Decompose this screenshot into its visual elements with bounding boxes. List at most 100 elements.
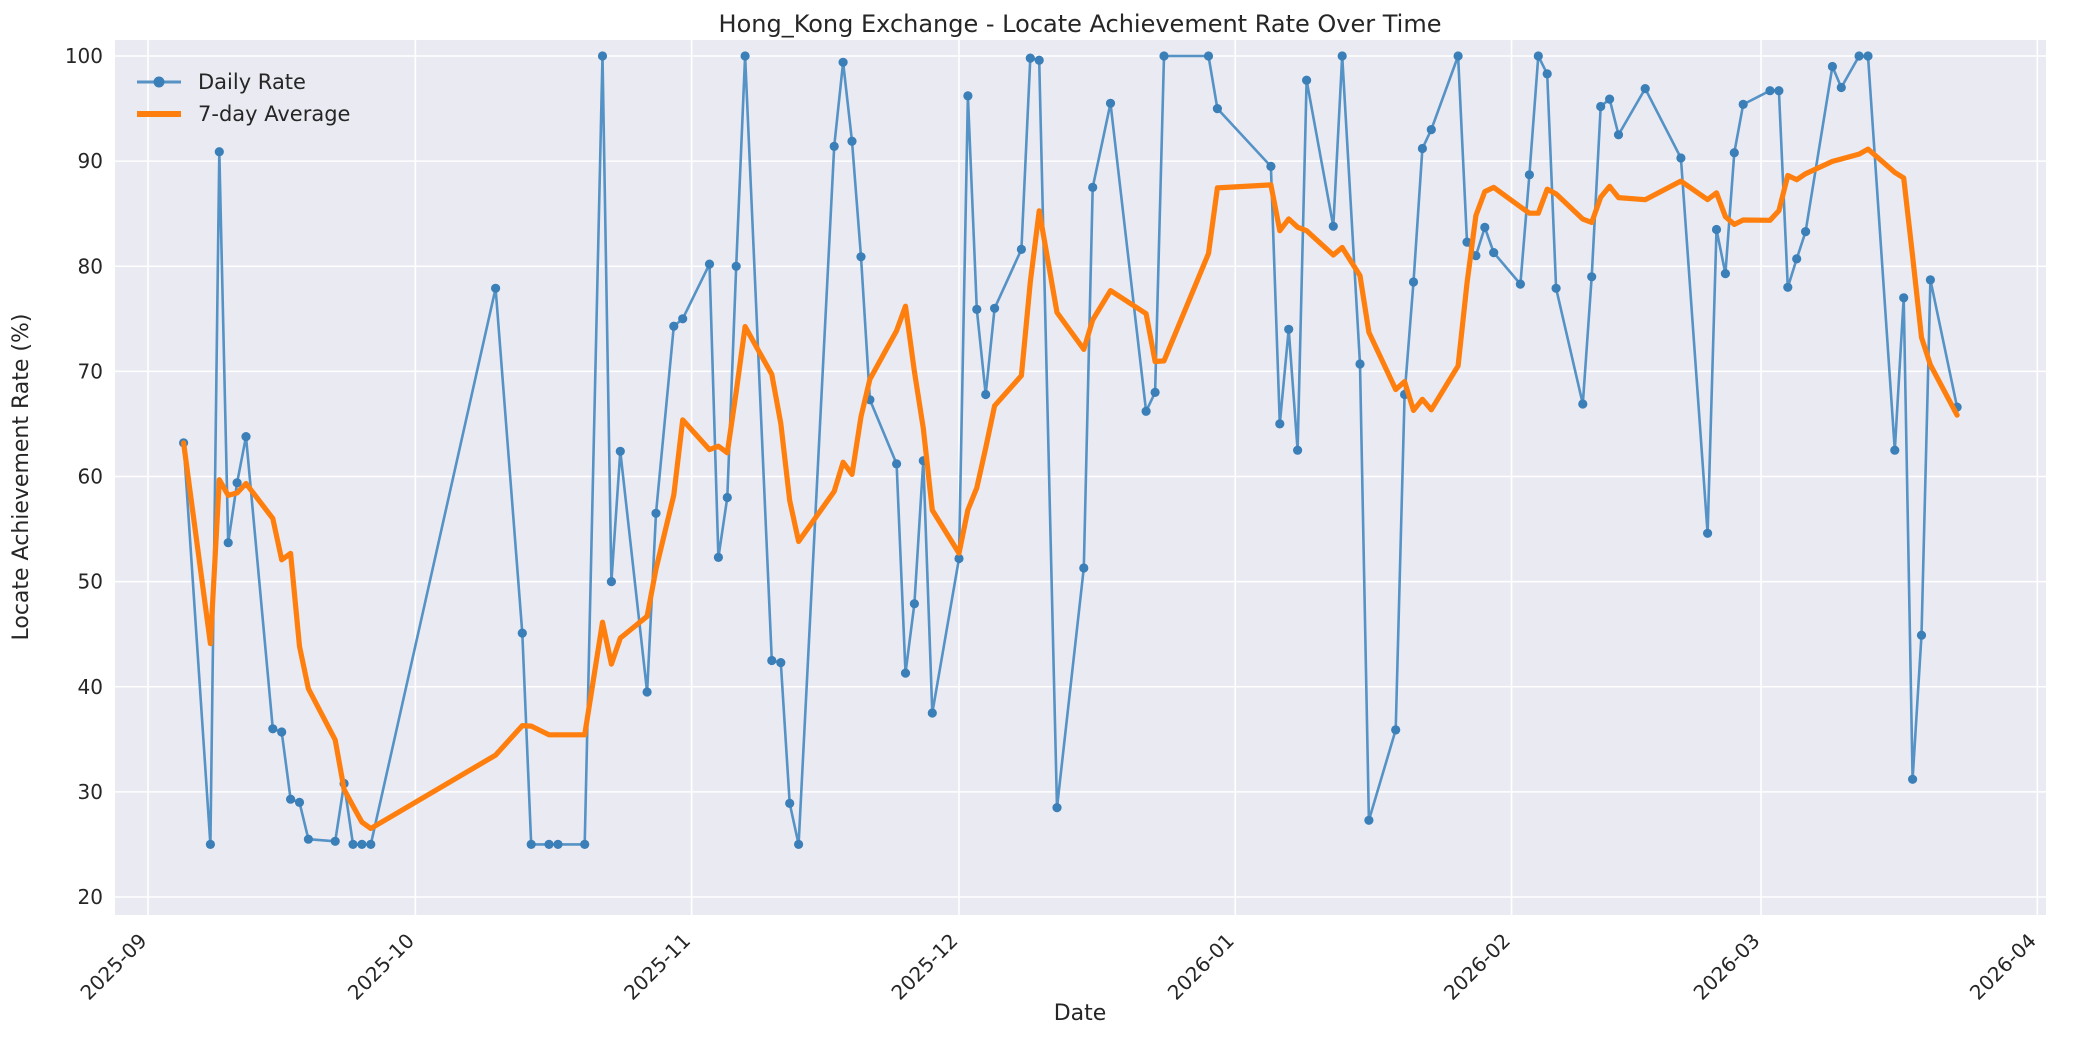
daily-rate-point [678,314,688,324]
daily-rate-point [704,259,715,269]
daily-rate-point [1016,244,1026,254]
daily-rate-point [1150,387,1160,397]
daily-rate-point [954,553,964,564]
daily-rate-point [268,724,278,734]
daily-rate-point [1729,148,1739,158]
y-tick-label: 90 [78,149,103,173]
y-tick-label: 60 [78,465,103,489]
daily-rate-point [838,57,848,67]
daily-rate-point [972,304,982,314]
daily-rate-point [1408,277,1419,287]
daily-rate-point [517,628,527,638]
daily-rate-point [1765,86,1775,96]
daily-rate-point [357,839,367,850]
daily-rate-point [1417,143,1427,154]
daily-rate-point [990,303,1000,313]
daily-rate-point [731,261,741,271]
grid-lines [115,40,2046,915]
daily-rate-point [1391,725,1401,735]
daily-rate-point [1578,399,1588,409]
daily-rate-point [909,599,920,609]
y-tick-label: 100 [65,44,103,68]
daily-rate-point [767,655,777,666]
daily-rate-point [1524,170,1534,180]
daily-rate-point [1605,94,1615,104]
y-tick-label: 70 [78,359,103,383]
legend-daily-marker-swatch [153,76,165,88]
daily-rate-point [348,839,358,850]
daily-rate-point [1890,445,1900,455]
daily-rate-point [981,389,991,400]
daily-rate-point [544,839,554,850]
daily-rate-point [900,668,911,678]
daily-rate-point [205,839,215,850]
daily-rate-point [740,51,750,61]
daily-rate-point [1471,251,1481,261]
x-tick-label: 2026-03 [1689,929,1765,1005]
daily-rate-point [1088,182,1098,192]
daily-rate-point [1141,406,1151,416]
y-tick-label: 20 [78,885,103,909]
daily-rate-point [1355,359,1365,369]
daily-rate-point [1364,815,1374,825]
daily-rate-point [1925,275,1935,285]
daily-rate-point [1640,84,1650,94]
daily-rate-point [277,727,287,737]
daily-rate-point [223,538,233,548]
daily-rate-point [241,432,251,442]
daily-rate-point [1676,153,1686,163]
y-tick-label: 80 [78,254,103,278]
daily-rate-point [1079,563,1089,573]
daily-rate-point [1105,98,1116,108]
legend-daily-label: Daily Rate [198,70,306,94]
daily-rate-point [856,252,866,262]
daily-rate-point [1462,237,1472,247]
daily-rate-point [1533,51,1543,61]
daily-rate-point [366,839,376,850]
daily-rate-point [1284,324,1294,334]
daily-rate-point [892,459,902,469]
daily-rate-point [1916,630,1927,640]
daily-rate-point [669,321,679,331]
x-tick-label: 2026-04 [1965,929,2041,1005]
y-tick-label: 40 [78,675,103,699]
daily-rate-point [1453,51,1463,61]
daily-rate-point [1302,75,1312,85]
daily-rate-point [776,658,786,668]
daily-rate-point [1275,419,1285,429]
daily-rate-point [847,136,857,146]
daily-rate-point [606,577,617,587]
daily-rate-point [526,839,536,850]
daily-rate-point [1783,282,1793,292]
daily-rate-point [303,834,313,844]
daily-rate-point [214,147,224,157]
daily-rate-point [597,51,608,61]
daily-rate-point [1587,272,1597,282]
daily-rate-point [615,446,625,456]
x-tick-label: 2026-01 [1163,929,1239,1005]
x-tick-label: 2025-11 [619,929,695,1005]
daily-rate-point [1212,104,1222,114]
daily-rate-point [651,508,661,518]
daily-rate-point [1711,224,1722,235]
x-tick-label: 2026-02 [1439,929,1515,1005]
daily-rate-point [1908,774,1918,784]
daily-rate-point [330,836,340,846]
daily-rate-point [1551,283,1561,293]
daily-rate-point [553,839,563,850]
daily-rate-point [1613,130,1624,140]
daily-rate-point [927,708,937,718]
daily-rate-point [1827,61,1837,72]
daily-rate-point [1792,254,1802,264]
daily-rate-point [491,283,501,293]
x-tick-label: 2025-10 [343,929,419,1005]
daily-rate-point [1863,51,1873,61]
y-tick-label: 50 [78,570,103,594]
daily-rate-point [1720,269,1730,279]
daily-rate-point [1159,51,1169,61]
x-tick-label: 2025-09 [75,929,151,1005]
daily-rate-point [1515,279,1525,289]
daily-rate-point [1328,221,1338,231]
